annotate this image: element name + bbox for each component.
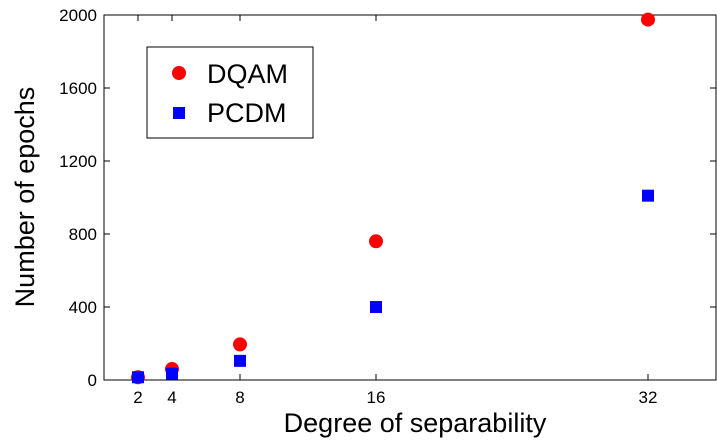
pcdm-point — [166, 367, 178, 380]
x-tick-label: 16 — [367, 388, 386, 407]
y-tick-label: 800 — [69, 225, 97, 244]
legend-label-dqam: DQAM — [207, 59, 288, 89]
dqam-point — [233, 337, 247, 352]
plot-frame — [103, 14, 717, 381]
pcdm-point — [132, 371, 144, 384]
y-tick-label: 1200 — [59, 152, 97, 171]
y-tick-label: 1600 — [59, 79, 97, 98]
dqam-point — [369, 234, 383, 249]
pcdm-point — [642, 189, 654, 202]
y-axis-title: Number of epochs — [10, 87, 40, 308]
legend: DQAM PCDM — [146, 46, 314, 139]
x-tick-label: 2 — [133, 388, 142, 407]
x-tick-label: 32 — [639, 388, 658, 407]
pcdm-point — [370, 301, 382, 313]
dqam-point — [641, 12, 655, 27]
legend-box — [146, 46, 314, 139]
legend-marker-dqam — [172, 66, 186, 80]
x-tick-label: 4 — [167, 388, 176, 407]
data-points — [131, 12, 655, 385]
legend-marker-pcdm — [173, 107, 185, 119]
pcdm-point — [234, 354, 246, 367]
y-tick-label: 2000 — [59, 6, 97, 25]
tick-labels: 2 4 8 16 32 0 400 800 1200 1600 2000 — [59, 6, 657, 407]
y-tick-label: 400 — [69, 298, 97, 317]
y-tick-label: 0 — [88, 371, 97, 390]
legend-label-pcdm: PCDM — [207, 98, 287, 128]
x-axis-title: Degree of separability — [284, 408, 547, 438]
x-tick-label: 8 — [235, 388, 244, 407]
